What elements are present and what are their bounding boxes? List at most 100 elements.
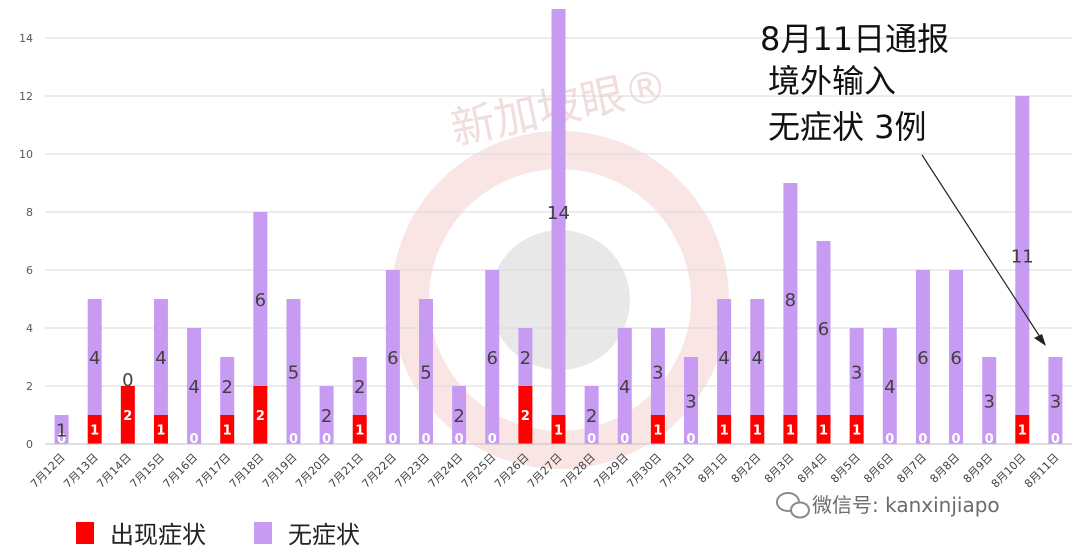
bar-asymptomatic [286, 299, 301, 444]
data-label-asymptomatic: 5 [288, 363, 299, 384]
data-label-asymptomatic: 4 [752, 348, 763, 369]
bar-symptomatic [253, 386, 268, 444]
data-label-asymptomatic: 2 [586, 406, 597, 427]
data-label-asymptomatic: 2 [354, 377, 365, 398]
data-label-symptomatic: 1 [355, 424, 364, 439]
bar-asymptomatic [816, 241, 831, 415]
data-label-symptomatic: 0 [488, 432, 497, 447]
bar-symptomatic [352, 415, 367, 444]
y-tick-label: 10 [19, 148, 33, 161]
bar-symptomatic [783, 415, 798, 444]
bar-asymptomatic [684, 357, 699, 444]
data-label-asymptomatic: 4 [619, 377, 630, 398]
data-label-symptomatic: 1 [554, 424, 563, 439]
data-label-asymptomatic: 4 [718, 348, 729, 369]
legend: 出现症状 无症状 [76, 521, 360, 549]
data-label-symptomatic: 0 [1051, 432, 1060, 447]
y-tick-label: 2 [26, 380, 33, 393]
x-tick-label: 8月7日 [894, 451, 929, 486]
bar-asymptomatic [982, 357, 997, 444]
annotation-arrowhead [1034, 334, 1046, 346]
data-label-symptomatic: 0 [388, 432, 397, 447]
data-label-symptomatic: 1 [720, 424, 729, 439]
x-tick-label: 7月22日 [359, 451, 399, 491]
x-tick-label: 7月20日 [293, 451, 333, 491]
bar-asymptomatic [650, 328, 665, 415]
bar-asymptomatic [352, 357, 367, 415]
bar-symptomatic [650, 415, 665, 444]
bar-symptomatic [849, 415, 864, 444]
data-label-asymptomatic: 3 [1050, 392, 1061, 413]
annotation-arrow [921, 154, 1043, 341]
data-label-asymptomatic: 0 [122, 370, 133, 391]
bar-asymptomatic [485, 270, 500, 444]
data-label-symptomatic: 0 [190, 432, 199, 447]
bar-asymptomatic [87, 299, 102, 415]
x-tick-label: 7月23日 [393, 451, 433, 491]
data-label-asymptomatic: 2 [321, 406, 332, 427]
y-tick-label: 12 [19, 90, 33, 103]
data-label-symptomatic: 0 [686, 432, 695, 447]
x-tick-label: 7月12日 [28, 451, 68, 491]
data-label-symptomatic: 0 [57, 432, 66, 447]
data-label-asymptomatic: 3 [983, 392, 994, 413]
bar-asymptomatic [949, 270, 964, 444]
bars: 01 14201404122605021206050206221140204130… [54, 9, 1063, 447]
bar-asymptomatic [220, 357, 235, 415]
data-label-asymptomatic: 6 [255, 290, 266, 311]
bar-asymptomatic [783, 183, 798, 415]
x-tick-label: 8月6日 [861, 451, 896, 486]
y-tick-label: 0 [26, 438, 33, 451]
data-label-asymptomatic: 6 [917, 348, 928, 369]
bar-asymptomatic [717, 299, 732, 415]
y-tick-label: 8 [26, 206, 33, 219]
bar-asymptomatic [750, 299, 765, 415]
data-label-asymptomatic: 6 [950, 348, 961, 369]
x-tick-label: 7月31日 [658, 451, 698, 491]
data-label-symptomatic: 1 [156, 424, 165, 439]
data-label-asymptomatic: 6 [818, 319, 829, 340]
bar-asymptomatic [153, 299, 168, 415]
x-tick-label: 8月5日 [828, 451, 863, 486]
data-label-symptomatic: 0 [455, 432, 464, 447]
bar-symptomatic [816, 415, 831, 444]
data-label-symptomatic: 2 [123, 409, 132, 424]
x-tick-label: 7月16日 [161, 451, 201, 491]
bar-symptomatic [518, 386, 533, 444]
data-label-asymptomatic: 1 [56, 421, 67, 442]
bar-asymptomatic [882, 328, 897, 444]
x-tick-label: 7月24日 [426, 451, 466, 491]
data-label-symptomatic: 2 [256, 409, 265, 424]
bar-asymptomatic [1048, 357, 1063, 444]
x-tick-label: 8月8日 [928, 451, 963, 486]
bar-symptomatic [87, 415, 102, 444]
bar-asymptomatic [617, 328, 632, 444]
x-tick-label: 7月17日 [194, 451, 234, 491]
x-tick-label: 8月4日 [795, 451, 830, 486]
x-tick-label: 7月15日 [127, 451, 167, 491]
x-tick-label: 7月30日 [624, 451, 664, 491]
x-tick-label: 7月18日 [227, 451, 267, 491]
x-tick-label: 8月2日 [729, 451, 764, 486]
data-label-asymptomatic: 4 [884, 377, 895, 398]
x-tick-label: 7月25日 [459, 451, 499, 491]
wechat-badge: 微信号: kanxinjiapo [776, 492, 1000, 519]
bar-asymptomatic [385, 270, 400, 444]
data-label-symptomatic: 0 [985, 432, 994, 447]
data-label-asymptomatic: 6 [387, 348, 398, 369]
bar-asymptomatic [584, 386, 599, 444]
bar-symptomatic [750, 415, 765, 444]
data-label-symptomatic: 0 [620, 432, 629, 447]
data-label-symptomatic: 1 [819, 424, 828, 439]
y-axis: 0 2 4 6 8 10 12 14 [19, 32, 33, 451]
annotation-line2: 境外输入 [768, 62, 896, 100]
bar-symptomatic [551, 415, 566, 444]
bar-asymptomatic [551, 9, 566, 415]
bar-asymptomatic [849, 328, 864, 415]
data-label-asymptomatic: 8 [785, 290, 796, 311]
x-tick-label: 7月21日 [326, 451, 366, 491]
data-label-symptomatic: 0 [289, 432, 298, 447]
bar-symptomatic [153, 415, 168, 444]
